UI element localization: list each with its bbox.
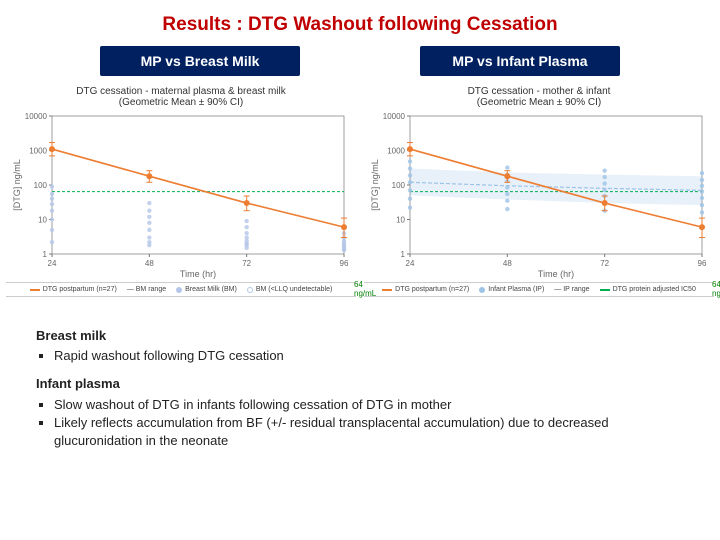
svg-text:96: 96 [340,259,349,268]
chart-row: DTG cessation - maternal plasma & breast… [0,82,720,297]
svg-text:[DTG] ng/mL: [DTG] ng/mL [12,159,22,211]
notes-b3: Likely reflects accumulation from BF (+/… [54,414,684,450]
subtitle-right: MP vs Infant Plasma [420,46,620,76]
svg-text:[DTG] ng/mL: [DTG] ng/mL [370,159,380,211]
svg-text:10: 10 [396,216,405,225]
svg-text:Time (hr): Time (hr) [538,269,574,279]
svg-text:100: 100 [392,181,406,190]
chart-left-title: DTG cessation - maternal plasma & breast… [6,86,356,108]
svg-text:Time (hr): Time (hr) [180,269,216,279]
notes-block: Breast milk Rapid washout following DTG … [0,297,720,450]
legend-right: DTG postpartum (n=27) Infant Plasma (IP)… [364,282,714,297]
subtitle-row: MP vs Breast Milk MP vs Infant Plasma [0,46,720,82]
subtitle-left: MP vs Breast Milk [100,46,300,76]
svg-text:10: 10 [38,216,47,225]
notes-h2: Infant plasma [36,375,684,393]
svg-text:24: 24 [406,259,415,268]
svg-text:10000: 10000 [383,112,406,121]
svg-text:10000: 10000 [25,112,48,121]
svg-text:1000: 1000 [29,147,47,156]
svg-text:24: 24 [48,259,57,268]
svg-text:72: 72 [242,259,251,268]
svg-text:100: 100 [34,181,48,190]
chart-right-title: DTG cessation - mother & infant (Geometr… [364,86,714,108]
page-title: Results : DTG Washout following Cessatio… [0,0,720,46]
notes-b1: Rapid washout following DTG cessation [54,347,684,365]
legend-left: DTG postpartum (n=27) — BM range Breast … [6,282,356,297]
svg-text:1000: 1000 [387,147,405,156]
ref-label-right: 64 ng/mL [712,280,720,298]
svg-text:1: 1 [43,250,48,259]
chart-left: 1 10 100 1000 10000 24 48 72 96 Time (hr) [DTG] ng… [6,110,356,280]
svg-text:48: 48 [503,259,512,268]
svg-text:1: 1 [401,250,406,259]
chart-right: 1 10 100 1000 10000 24 48 72 96 Time (hr) [DTG] ng… [364,110,714,280]
svg-text:96: 96 [698,259,707,268]
svg-text:72: 72 [600,259,609,268]
chart-left-wrap: DTG cessation - maternal plasma & breast… [6,86,356,297]
notes-b2: Slow washout of DTG in infants following… [54,396,684,414]
chart-right-wrap: DTG cessation - mother & infant (Geometr… [364,86,714,297]
svg-text:48: 48 [145,259,154,268]
notes-h1: Breast milk [36,327,684,345]
